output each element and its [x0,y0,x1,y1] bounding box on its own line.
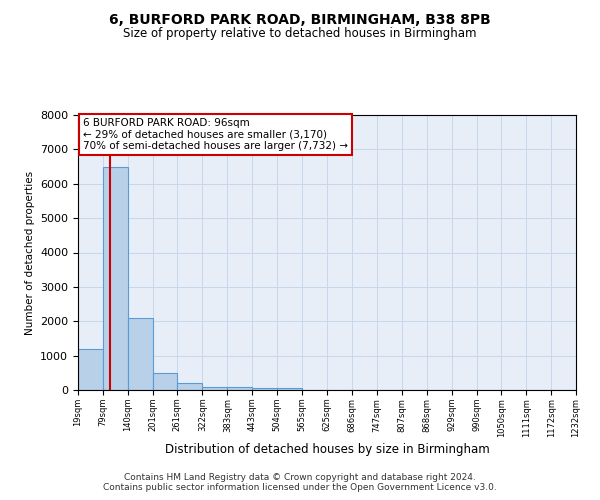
Text: Contains public sector information licensed under the Open Government Licence v3: Contains public sector information licen… [103,482,497,492]
Text: 6, BURFORD PARK ROAD, BIRMINGHAM, B38 8PB: 6, BURFORD PARK ROAD, BIRMINGHAM, B38 8P… [109,12,491,26]
Bar [128,318,153,390]
Text: Distribution of detached houses by size in Birmingham: Distribution of detached houses by size … [164,442,490,456]
Bar [153,373,178,390]
Y-axis label: Number of detached properties: Number of detached properties [25,170,35,334]
Bar [78,349,103,390]
Bar [227,386,252,390]
Bar [178,383,202,390]
Bar [252,388,277,390]
Text: Size of property relative to detached houses in Birmingham: Size of property relative to detached ho… [123,28,477,40]
Text: Contains HM Land Registry data © Crown copyright and database right 2024.: Contains HM Land Registry data © Crown c… [124,472,476,482]
Bar [277,388,302,390]
Text: 6 BURFORD PARK ROAD: 96sqm
← 29% of detached houses are smaller (3,170)
70% of s: 6 BURFORD PARK ROAD: 96sqm ← 29% of deta… [83,118,348,151]
Bar [103,166,128,390]
Bar [202,386,227,390]
